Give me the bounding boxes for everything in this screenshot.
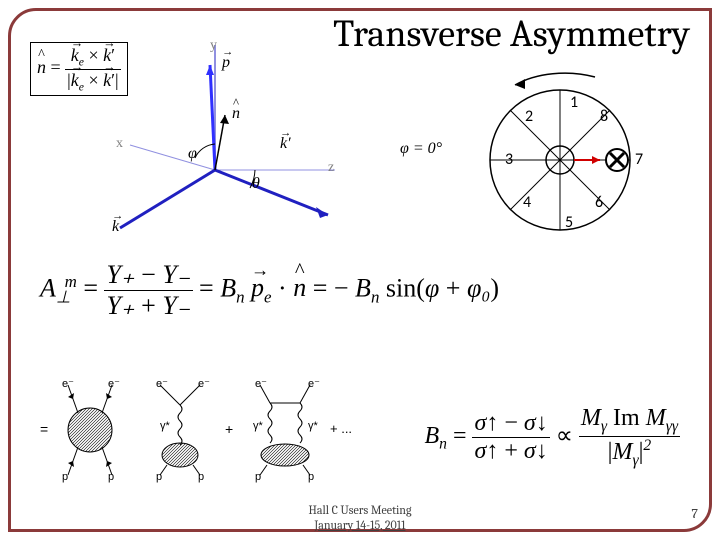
equals-op: = [40, 421, 48, 437]
sector-2: 2 [525, 107, 533, 126]
gamma-1: γ* [253, 420, 263, 432]
theta-label: θ [252, 175, 260, 193]
e-label-4: e⁻ [198, 377, 210, 390]
scattering-geometry-diagram: y x z p n k′ k φ θ [110, 40, 340, 240]
e-label-1: e⁻ [62, 377, 74, 390]
sector-6: 6 [595, 193, 603, 212]
p-vector-label: p [222, 54, 230, 72]
gamma-2: γ* [308, 420, 318, 432]
plus-op-1: + [225, 421, 233, 437]
sector-7: 7 [635, 150, 643, 169]
kprime-label: k′ [280, 135, 291, 153]
y-axis-label: y [210, 38, 217, 54]
p-label-3: p [156, 471, 162, 483]
phi-zero-label: φ = 0° [400, 140, 442, 158]
bn-equation: Bn = σ↑ − σ↓ σ↑ + σ↓ ∝ Mγ Im Mγγ |Mγ|2 [424, 405, 680, 470]
asymmetry-equation: A⊥m = Y₊ − Y₋ Y₊ + Y₋ = Bn pe · n = − Bn… [40, 260, 499, 321]
phi-label: φ [188, 145, 197, 163]
k-label: k [112, 218, 119, 236]
footer-line1: Hall C Users Meeting [308, 503, 411, 517]
footer-line2: January 14-15, 2011 [308, 518, 411, 532]
e-label-5: e⁻ [255, 377, 267, 390]
e-label-6: e⁻ [308, 377, 320, 390]
slide-footer: Hall C Users Meeting January 14-15, 2011 [308, 503, 411, 532]
sector-4: 4 [523, 193, 531, 212]
e-label-3: e⁻ [156, 377, 168, 390]
x-axis-label: x [116, 136, 123, 152]
nhat-symbol: n [37, 57, 46, 77]
p-label-6: p [308, 471, 314, 483]
slide-title: Transverse Asymmetry [333, 12, 690, 56]
sector-1: 1 [570, 93, 578, 112]
page-number: 7 [691, 505, 698, 522]
sector-5: 5 [565, 213, 573, 232]
z-axis-label: z [328, 160, 334, 176]
e-label-2: e⁻ [108, 377, 120, 390]
gamma-star: γ* [160, 420, 170, 432]
sector-8: 8 [600, 107, 608, 126]
octant-diagram: 1 2 3 4 5 6 7 8 φ = 0° [455, 65, 665, 255]
p-label-2: p [108, 471, 114, 483]
p-label-1: p [62, 471, 68, 483]
n-vector-label: n [232, 105, 240, 123]
plus-dots: + ... [330, 421, 352, 436]
sector-3: 3 [505, 150, 513, 169]
p-label-4: p [198, 471, 204, 483]
p-label-5: p [255, 471, 261, 483]
feynman-diagrams: e⁻ e⁻ p p = e⁻ e⁻ γ* p p + e⁻ e⁻ γ* γ* p… [30, 375, 360, 485]
